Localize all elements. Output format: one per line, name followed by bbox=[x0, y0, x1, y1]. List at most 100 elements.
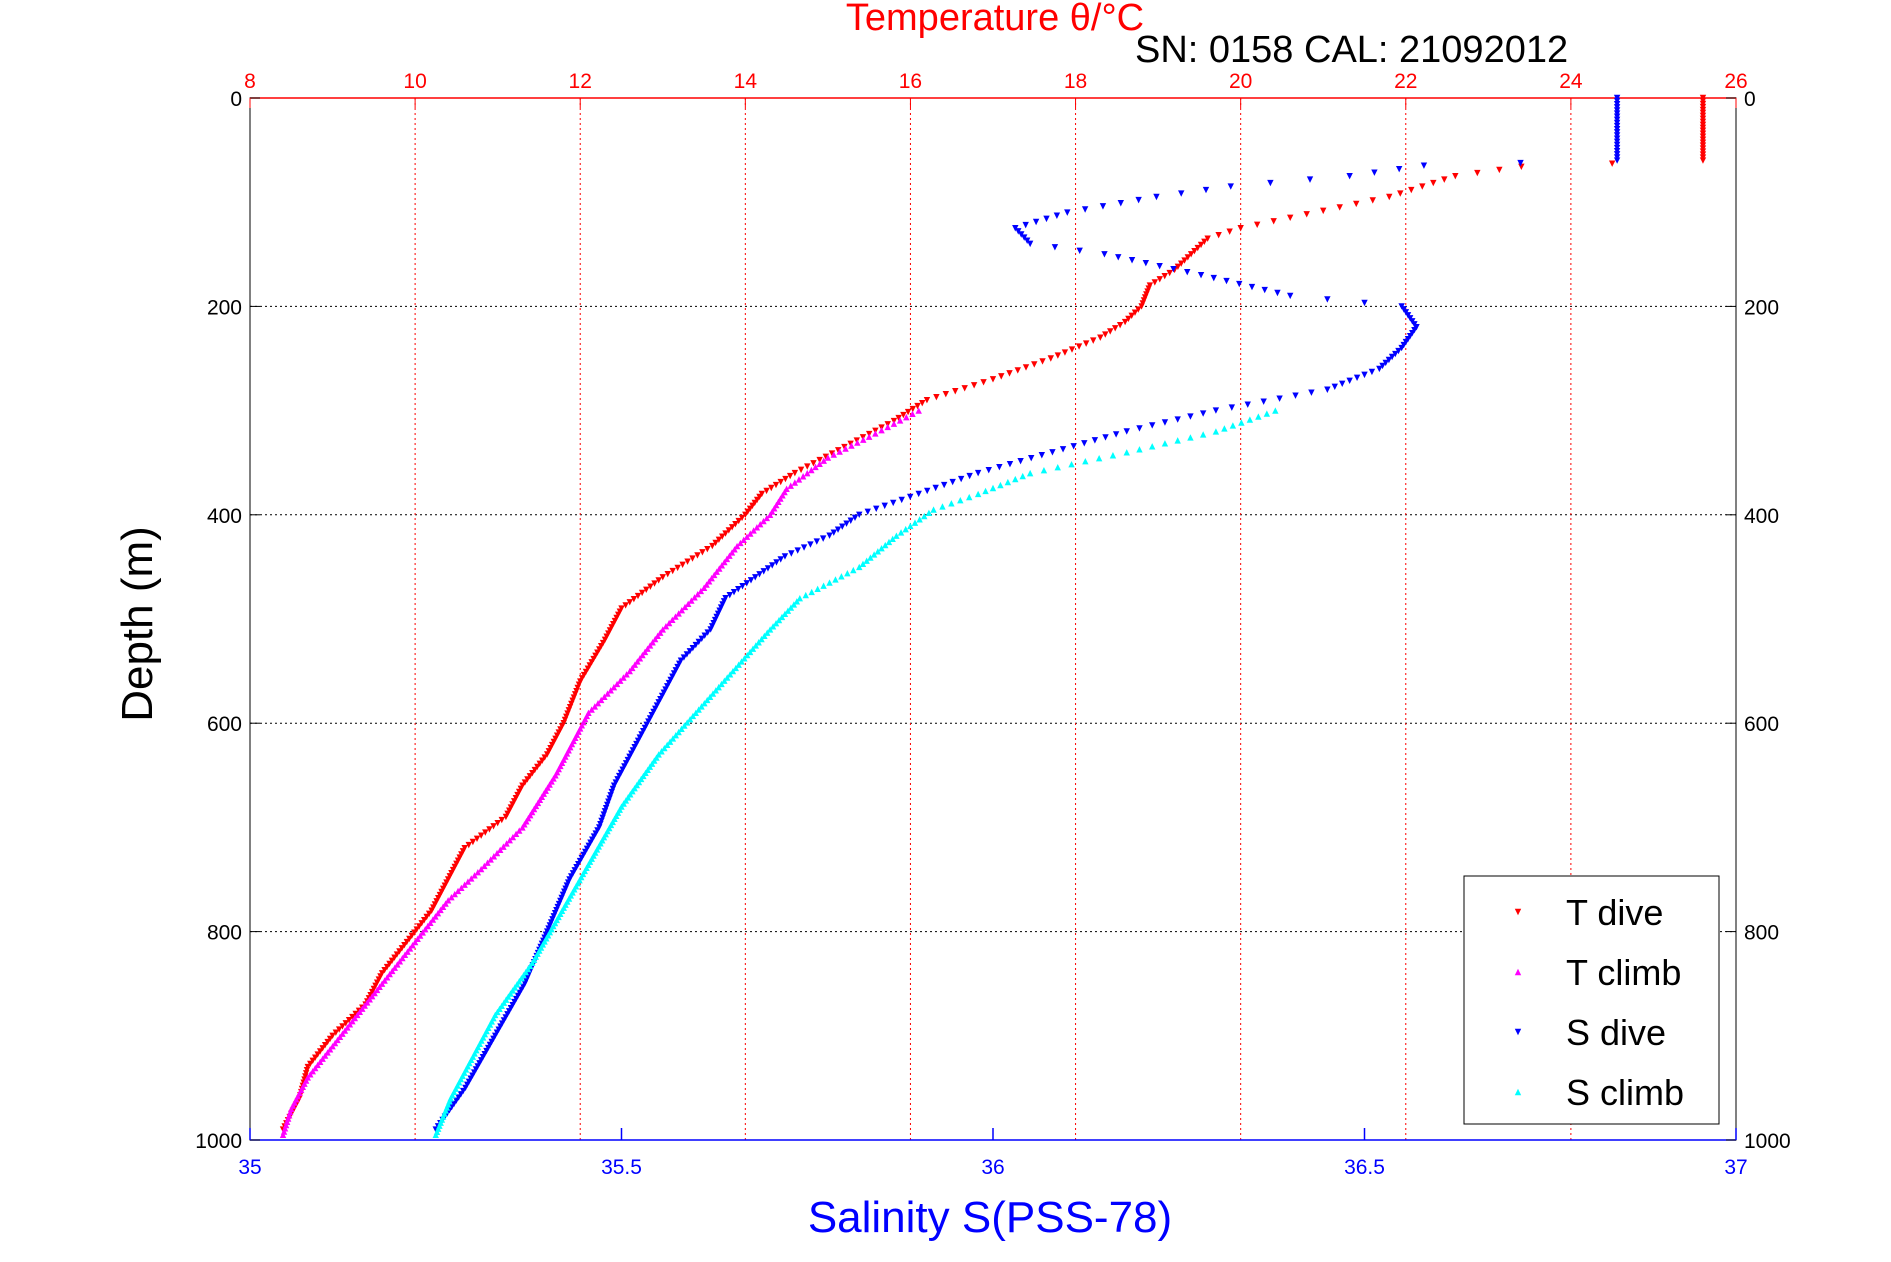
data-point bbox=[1174, 416, 1181, 423]
data-point bbox=[371, 989, 378, 997]
data-point bbox=[624, 756, 631, 764]
data-point bbox=[575, 681, 583, 688]
data-point bbox=[1244, 401, 1251, 408]
data-point bbox=[760, 517, 767, 525]
data-point bbox=[481, 862, 488, 870]
data-point bbox=[856, 511, 863, 518]
data-point bbox=[1099, 203, 1107, 210]
data-point bbox=[1419, 183, 1426, 190]
data-point bbox=[309, 1068, 316, 1075]
data-point bbox=[346, 1021, 354, 1028]
data-point bbox=[1223, 277, 1230, 285]
data-point bbox=[453, 1097, 460, 1104]
data-point bbox=[743, 533, 751, 540]
data-point bbox=[773, 559, 780, 566]
data-point bbox=[904, 408, 912, 416]
data-point bbox=[726, 552, 733, 559]
series-s-dive bbox=[432, 94, 1621, 1133]
data-point bbox=[459, 1087, 467, 1095]
data-point bbox=[838, 573, 845, 580]
data-point bbox=[1361, 299, 1368, 307]
data-point bbox=[638, 731, 645, 738]
data-point bbox=[1353, 200, 1360, 208]
data-point bbox=[442, 900, 449, 907]
data-point bbox=[741, 655, 748, 662]
data-point bbox=[790, 601, 798, 608]
data-point bbox=[1107, 328, 1114, 335]
y-tick-label-right: 1000 bbox=[1744, 1130, 1791, 1153]
data-point bbox=[665, 679, 673, 687]
data-point bbox=[1191, 247, 1198, 255]
data-point bbox=[474, 869, 482, 876]
data-point bbox=[1109, 452, 1117, 459]
data-point bbox=[331, 1039, 339, 1047]
data-point bbox=[565, 707, 572, 714]
data-point bbox=[921, 512, 928, 520]
data-point bbox=[768, 484, 775, 492]
data-point bbox=[841, 443, 848, 451]
data-point bbox=[356, 1008, 363, 1016]
data-point bbox=[1331, 383, 1338, 390]
data-point bbox=[391, 964, 398, 971]
data-point bbox=[1014, 367, 1021, 374]
data-point bbox=[788, 550, 795, 557]
data-point bbox=[1287, 292, 1294, 300]
data-point bbox=[1068, 460, 1075, 468]
data-point bbox=[795, 476, 803, 483]
chart-title: Temperature θ/°C bbox=[846, 0, 1144, 39]
data-point bbox=[697, 587, 705, 595]
data-point bbox=[1210, 274, 1217, 282]
data-point bbox=[655, 577, 662, 584]
data-point bbox=[1267, 179, 1274, 187]
data-point bbox=[775, 616, 783, 624]
data-point bbox=[1292, 392, 1299, 399]
y-tick-label: 400 bbox=[207, 505, 242, 528]
data-point bbox=[970, 382, 978, 389]
data-point bbox=[1026, 240, 1034, 248]
data-point bbox=[427, 919, 434, 926]
data-point bbox=[598, 817, 605, 825]
data-point bbox=[622, 602, 629, 609]
data-point bbox=[863, 557, 870, 564]
data-point bbox=[351, 1014, 359, 1022]
data-point bbox=[631, 744, 638, 751]
data-point bbox=[735, 517, 742, 525]
data-point bbox=[1123, 449, 1130, 456]
data-point bbox=[621, 763, 628, 770]
data-point bbox=[1075, 343, 1083, 350]
data-point bbox=[639, 651, 646, 659]
data-point bbox=[594, 699, 602, 707]
data-point bbox=[797, 466, 805, 474]
data-point bbox=[622, 760, 630, 767]
data-point bbox=[997, 481, 1004, 489]
data-point bbox=[974, 490, 982, 498]
data-point bbox=[755, 639, 762, 646]
data-point bbox=[1022, 221, 1029, 229]
data-point bbox=[916, 516, 923, 523]
data-point bbox=[804, 463, 811, 470]
data-point bbox=[561, 716, 569, 724]
data-point bbox=[896, 417, 904, 424]
data-point bbox=[675, 610, 682, 617]
data-point bbox=[1068, 346, 1076, 353]
data-point bbox=[573, 687, 580, 695]
data-point bbox=[1178, 260, 1185, 267]
data-point bbox=[1376, 365, 1383, 373]
data-point bbox=[584, 665, 592, 672]
data-point bbox=[601, 693, 608, 700]
y-tick-label: 1000 bbox=[195, 1130, 242, 1153]
data-point bbox=[691, 594, 698, 601]
data-point bbox=[851, 514, 859, 521]
data-point bbox=[487, 856, 494, 863]
data-point bbox=[1038, 452, 1046, 459]
data-point bbox=[664, 741, 671, 749]
data-point bbox=[1004, 478, 1012, 486]
top-tick-label: 16 bbox=[899, 70, 922, 93]
data-point bbox=[985, 466, 992, 474]
data-point bbox=[1081, 440, 1088, 447]
data-point bbox=[498, 816, 505, 824]
data-point bbox=[777, 478, 784, 486]
data-point bbox=[588, 659, 595, 666]
data-point bbox=[778, 613, 786, 621]
